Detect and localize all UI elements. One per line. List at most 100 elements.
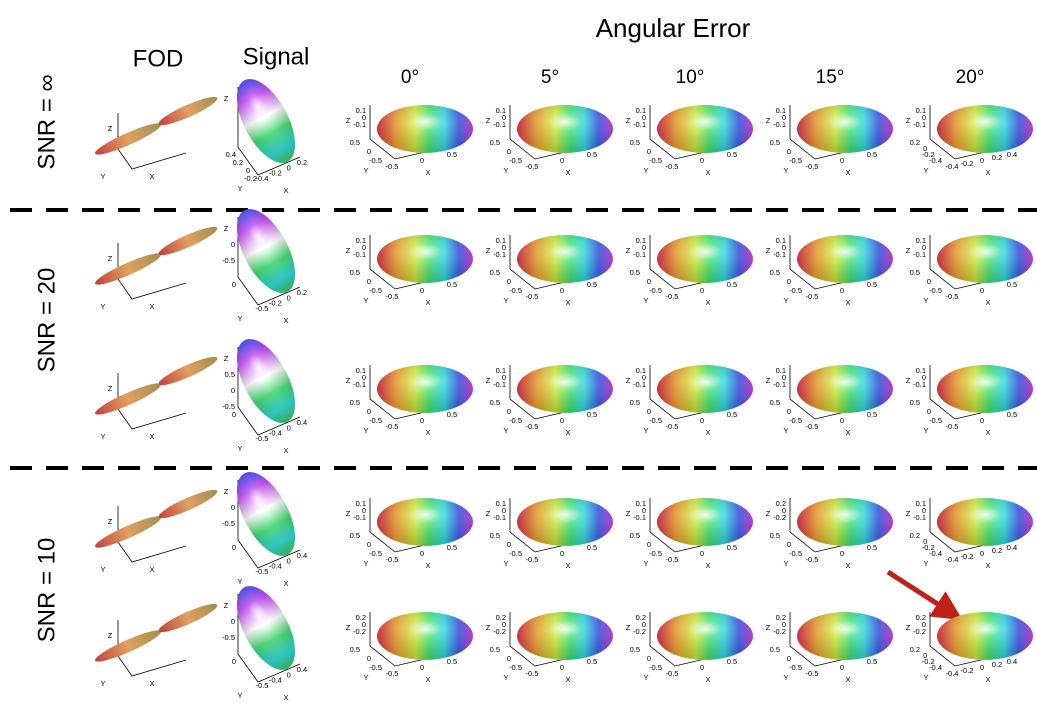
fod-lobe bbox=[95, 516, 161, 548]
axis-letter: X bbox=[425, 675, 430, 684]
tick-label: 0 bbox=[502, 506, 506, 515]
tick-label: 0.5 bbox=[447, 410, 457, 419]
tick-label: 0.4 bbox=[1007, 657, 1017, 666]
tick-label: 0.1 bbox=[496, 236, 506, 245]
tick-label: -0.5 bbox=[649, 663, 662, 672]
axis-letter: X bbox=[425, 298, 430, 307]
error-shade bbox=[517, 498, 613, 546]
tick-label: -0.2 bbox=[244, 174, 257, 183]
axis-letter: Z bbox=[346, 116, 351, 125]
error-shade bbox=[657, 612, 753, 660]
axis-letter: Y bbox=[783, 296, 788, 305]
axis-letter: X bbox=[425, 428, 430, 437]
axis-letter: Y bbox=[503, 559, 508, 568]
tick-label: 0.2 bbox=[496, 613, 506, 622]
tick-label: -0.4 bbox=[946, 555, 959, 564]
tick-label: 0.5 bbox=[447, 657, 457, 666]
axis-letter: Y bbox=[643, 166, 648, 175]
tick-label: 0.5 bbox=[910, 398, 920, 407]
axis-letter: Z bbox=[906, 623, 911, 632]
axis-letter: Y bbox=[363, 426, 368, 435]
tick-label: 0.5 bbox=[225, 370, 235, 379]
snr-label: SNR = 20 bbox=[33, 268, 60, 373]
tick-label: -0.5 bbox=[946, 292, 959, 301]
tick-label: -0.1 bbox=[493, 513, 506, 522]
tick-label: 0.2 bbox=[776, 613, 786, 622]
axis-letter: Z bbox=[486, 246, 491, 255]
tick-label: -0.5 bbox=[789, 663, 802, 672]
tick-label: -0.2 bbox=[961, 666, 974, 675]
tick-label: 0 bbox=[642, 373, 646, 382]
fod-lobe bbox=[158, 603, 218, 633]
axis-letter: Z bbox=[224, 354, 229, 363]
axis-letter: Z bbox=[766, 376, 771, 385]
axis-letter: X bbox=[985, 168, 990, 177]
tick-label: -0.5 bbox=[929, 286, 942, 295]
axis-letter: Z bbox=[906, 246, 911, 255]
axis-letter: Z bbox=[346, 246, 351, 255]
tick-label: -0.5 bbox=[789, 286, 802, 295]
tick-label: 0 bbox=[367, 407, 371, 416]
tick-label: 0 bbox=[787, 654, 791, 663]
tick-label: 0.5 bbox=[630, 645, 640, 654]
axis-letter: Y bbox=[643, 559, 648, 568]
tick-label: 0 bbox=[367, 540, 371, 549]
tick-label: 0 bbox=[502, 243, 506, 252]
error-shade bbox=[797, 105, 893, 153]
error-shade bbox=[937, 498, 1033, 546]
tick-label: 0 bbox=[560, 549, 564, 558]
tick-label: 0.5 bbox=[727, 150, 737, 159]
axis-letter: X bbox=[149, 679, 154, 688]
tick-label: 0.2 bbox=[233, 158, 243, 167]
angle-header: 5° bbox=[541, 67, 559, 88]
tick-label: 0.2 bbox=[776, 499, 786, 508]
tick-label: -0.1 bbox=[353, 380, 366, 389]
fod-lobe bbox=[158, 226, 218, 256]
tick-label: 0 bbox=[362, 243, 366, 252]
axis-letter: X bbox=[565, 428, 570, 437]
tick-label: -0.5 bbox=[386, 292, 399, 301]
error-shade bbox=[797, 612, 893, 660]
axis-letter: Z bbox=[626, 246, 631, 255]
tick-label: 0.1 bbox=[636, 236, 646, 245]
tick-label: -0.1 bbox=[913, 250, 926, 259]
tick-label: 0.1 bbox=[776, 366, 786, 375]
signal-shade bbox=[236, 339, 296, 423]
axis bbox=[237, 594, 301, 683]
tick-label: 0 bbox=[231, 240, 235, 249]
tick-label: -0.5 bbox=[386, 422, 399, 431]
tick-label: 0.5 bbox=[490, 531, 500, 540]
tick-label: 0 bbox=[420, 549, 424, 558]
tick-label: 0.1 bbox=[636, 499, 646, 508]
axis-letter: X bbox=[985, 298, 990, 307]
tick-label: 0 bbox=[923, 537, 927, 546]
tick-label: 0 bbox=[507, 147, 511, 156]
error-shade bbox=[377, 105, 473, 153]
tick-label: -0.5 bbox=[806, 555, 819, 564]
tick-label: 0 bbox=[507, 540, 511, 549]
tick-label: -0.1 bbox=[353, 250, 366, 259]
tick-label: -0.1 bbox=[493, 120, 506, 129]
column-header: Signal bbox=[243, 43, 310, 70]
tick-label: -0.5 bbox=[222, 256, 235, 265]
axis bbox=[237, 347, 301, 436]
arrow bbox=[886, 569, 963, 621]
axis-letter: Z bbox=[626, 509, 631, 518]
tick-label: -0.2 bbox=[633, 627, 646, 636]
axis-letter: X bbox=[565, 168, 570, 177]
tick-label: -0.5 bbox=[256, 681, 269, 690]
tick-label: -0.1 bbox=[493, 380, 506, 389]
tick-label: -0.4 bbox=[929, 549, 942, 558]
tick-label: -0.4 bbox=[929, 156, 942, 165]
axis-letter: X bbox=[283, 693, 288, 702]
tick-label: 0 bbox=[980, 286, 984, 295]
axis-letter: Z bbox=[486, 509, 491, 518]
tick-label: 0.2 bbox=[992, 546, 1002, 555]
axis-letter: Y bbox=[783, 559, 788, 568]
error-shade bbox=[517, 612, 613, 660]
axis-letter: X bbox=[705, 428, 710, 437]
angle-header: 15° bbox=[816, 67, 845, 88]
tick-label: -0.4 bbox=[269, 429, 282, 438]
tick-label: 0 bbox=[922, 506, 926, 515]
tick-label: 0.2 bbox=[910, 531, 920, 540]
